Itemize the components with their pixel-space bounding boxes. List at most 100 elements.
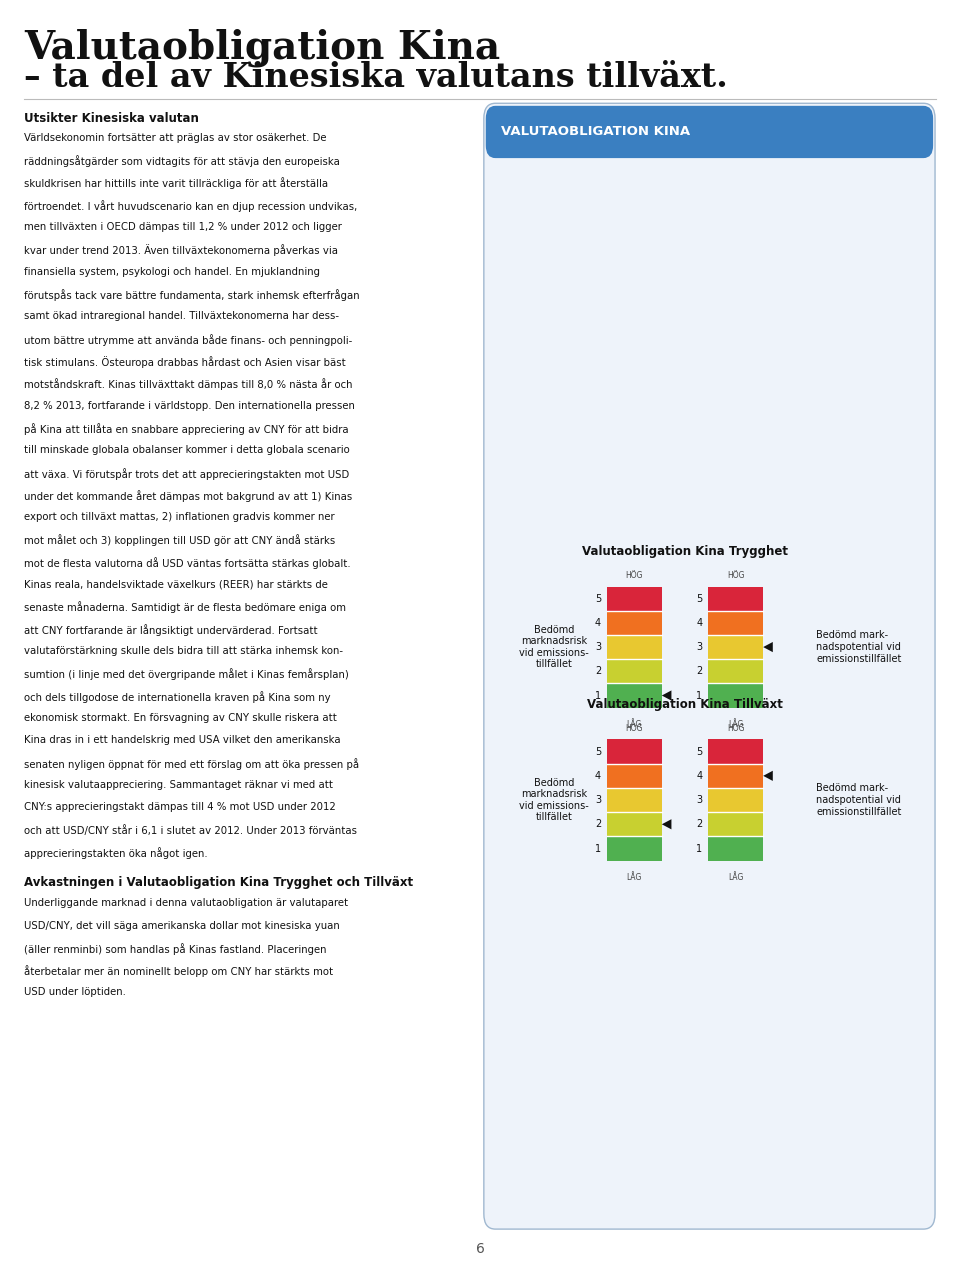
Text: på Kina att tillåta en snabbare appreciering av CNY för att bidra: på Kina att tillåta en snabbare apprecie… bbox=[24, 423, 348, 435]
Text: finansiella system, psykologi och handel. En mjuklandning: finansiella system, psykologi och handel… bbox=[24, 266, 320, 277]
Text: Kina Tillväxt 10 500 kronor: Kina Tillväxt 10 500 kronor bbox=[524, 352, 761, 362]
Text: som investeraren får ta del av vid beräkning av återbetalnings-: som investeraren får ta del av vid beräk… bbox=[494, 890, 803, 900]
Text: (äller renminbi) som handlas på Kinas fastland. Placeringen: (äller renminbi) som handlas på Kinas fa… bbox=[24, 944, 326, 955]
Text: under det kommande året dämpas mot bakgrund av att 1) Kinas: under det kommande året dämpas mot bakgr… bbox=[24, 490, 352, 502]
Text: Obligationens löptid: 5 mars 2012–5 mars 2014.: Obligationens löptid: 5 mars 2012–5 mars… bbox=[524, 459, 794, 469]
Text: senaste månaderna. Samtidigt är de flesta bedömare eniga om: senaste månaderna. Samtidigt är de flest… bbox=[24, 602, 346, 613]
Text: bedöma risken och avkastningspotentialen.: bedöma risken och avkastningspotentialen… bbox=[494, 1197, 692, 1206]
Text: Valutaobligation Kina: Valutaobligation Kina bbox=[24, 28, 500, 66]
Text: Kinas reala, handelsviktade växelkurs (REER) har stärkts de: Kinas reala, handelsviktade växelkurs (R… bbox=[24, 579, 328, 589]
Text: Valutaobligation Kina Trygghet: Valutaobligation Kina Trygghet bbox=[582, 546, 788, 558]
Text: HÖG: HÖG bbox=[626, 571, 643, 580]
Text: 1: 1 bbox=[696, 691, 703, 700]
Text: LÅG: LÅG bbox=[728, 720, 743, 729]
Text: 2: 2 bbox=[696, 820, 703, 829]
Text: – ta del av Kinesiska valutans tillväxt.: – ta del av Kinesiska valutans tillväxt. bbox=[24, 61, 728, 94]
Text: 3: 3 bbox=[696, 643, 703, 652]
Text: 8,2 % 2013, fortfarande i världstopp. Den internationella pressen: 8,2 % 2013, fortfarande i världstopp. De… bbox=[24, 400, 355, 411]
Text: valutaförstärkning skulle dels bidra till att stärka inhemsk kon-: valutaförstärkning skulle dels bidra til… bbox=[24, 646, 343, 657]
Text: 4: 4 bbox=[595, 771, 601, 780]
Text: 2: 2 bbox=[595, 820, 601, 829]
Text: skuldkrisen har hittills inte varit tillräckliga för att återställa: skuldkrisen har hittills inte varit till… bbox=[24, 177, 328, 190]
Text: apprecieringstakten öka något igen.: apprecieringstakten öka något igen. bbox=[24, 847, 207, 859]
Text: sumtion (i linje med det övergripande målet i Kinas femårsplan): sumtion (i linje med det övergripande må… bbox=[24, 668, 348, 681]
Text: 6: 6 bbox=[475, 1242, 485, 1256]
Text: 4: 4 bbox=[696, 771, 703, 780]
Text: •: • bbox=[498, 284, 505, 295]
Text: senaten nyligen öppnat för med ett förslag om att öka pressen på: senaten nyligen öppnat för med ett försl… bbox=[24, 757, 359, 770]
Text: Avkastningen är knuten till Kinesiska valutans tillväxt.: Avkastningen är knuten till Kinesiska va… bbox=[524, 284, 828, 295]
Text: och dels tillgodose de internationella kraven på Kina som ny: och dels tillgodose de internationella k… bbox=[24, 691, 330, 703]
Text: Världsekonomin fortsätter att präglas av stor osäkerhet. De: Världsekonomin fortsätter att präglas av… bbox=[24, 133, 326, 143]
Text: Bedömd
marknadsrisk
vid emissions-
tillfället: Bedömd marknadsrisk vid emissions- tillf… bbox=[519, 778, 589, 822]
Text: kvar under trend 2013. Även tillväxtekonomerna påverkas via: kvar under trend 2013. Även tillväxtekon… bbox=[24, 245, 338, 256]
Text: förtroendet. I vårt huvudscenario kan en djup recession undvikas,: förtroendet. I vårt huvudscenario kan en… bbox=[24, 200, 357, 212]
Text: 3: 3 bbox=[595, 796, 601, 805]
Text: •: • bbox=[498, 175, 505, 185]
Text: * Observera att en fallande kurva innebär att yuanen har stärkts mot dollarn.: * Observera att en fallande kurva innebä… bbox=[494, 1127, 846, 1136]
Text: Grafen visar utvecklingen de senaste fem åren för den kinesiska yuanen: Grafen visar utvecklingen de senaste fem… bbox=[494, 1155, 825, 1165]
Text: ingen garanti för framtida utveckling, men kan göra det enklare för dig att: ingen garanti för framtida utveckling, m… bbox=[494, 1183, 833, 1192]
Text: 1: 1 bbox=[595, 691, 601, 700]
Text: ekonomisk stormakt. En försvagning av CNY skulle riskera att: ekonomisk stormakt. En försvagning av CN… bbox=[24, 713, 337, 723]
Text: Återbetalning förutsätter att emittenten kan fullgöra sina: Återbetalning förutsätter att emittenten… bbox=[524, 218, 845, 231]
Text: Utsikter Kinesiska valutan: Utsikter Kinesiska valutan bbox=[24, 112, 199, 125]
Text: Bedömd
marknadsrisk
vid emissions-
tillfället: Bedömd marknadsrisk vid emissions- tillf… bbox=[519, 625, 589, 669]
Text: beloppet. För lägsta möjliga deltagandegrad läs rubriken Förbehåll.: beloppet. För lägsta möjliga deltagandeg… bbox=[494, 914, 821, 924]
Text: åtaganden på återbetalningsdagen.: åtaganden på återbetalningsdagen. bbox=[524, 242, 726, 255]
Text: kinesisk valutaappreciering. Sammantaget räknar vi med att: kinesisk valutaappreciering. Sammantaget… bbox=[24, 780, 333, 790]
Text: * Deltagandegraden anger hur stor del av tillgångarnas utveckling: * Deltagandegraden anger hur stor del av… bbox=[494, 866, 811, 876]
Text: 2: 2 bbox=[696, 667, 703, 676]
Text: att växa. Vi förutspår trots det att apprecieringstakten mot USD: att växa. Vi förutspår trots det att app… bbox=[24, 468, 349, 479]
Text: •: • bbox=[498, 328, 505, 338]
Text: 5: 5 bbox=[696, 594, 703, 603]
Text: utom bättre utrymme att använda både finans- och penningpoli-: utom bättre utrymme att använda både fin… bbox=[24, 334, 352, 346]
Text: återbetalar mer än nominellt belopp om CNY har stärkts mot: återbetalar mer än nominellt belopp om C… bbox=[24, 965, 333, 977]
Text: 2: 2 bbox=[595, 667, 601, 676]
Text: Pris per post: Kina Trygghet 10 000 kronor: Pris per post: Kina Trygghet 10 000 kron… bbox=[524, 328, 759, 338]
Text: export och tillväxt mattas, 2) inflationen gradvis kommer ner: export och tillväxt mattas, 2) inflation… bbox=[24, 513, 335, 523]
Legend: Kinesiska yuan: Kinesiska yuan bbox=[803, 955, 907, 972]
Text: USD under löptiden.: USD under löptiden. bbox=[24, 988, 126, 997]
Text: 5: 5 bbox=[595, 747, 601, 756]
Text: Avkastningen i Valutaobligation Kina Trygghet och Tillväxt: Avkastningen i Valutaobligation Kina Try… bbox=[24, 876, 413, 889]
Text: mot dollarn (antal yuan per dollar, USD/CNY). Historisk kursutveckling är: mot dollarn (antal yuan per dollar, USD/… bbox=[494, 1169, 824, 1178]
Text: samt ökad intraregional handel. Tillväxtekonomerna har dess-: samt ökad intraregional handel. Tillväxt… bbox=[24, 311, 339, 321]
Text: men tillväxten i OECD dämpas till 1,2 % under 2012 och ligger: men tillväxten i OECD dämpas till 1,2 % … bbox=[24, 222, 342, 232]
Text: Bedömd mark-
nadspotential vid
emissionstillfället: Bedömd mark- nadspotential vid emissions… bbox=[816, 783, 901, 817]
Text: mot målet och 3) kopplingen till USD gör att CNY ändå stärks: mot målet och 3) kopplingen till USD gör… bbox=[24, 534, 335, 547]
Text: 1: 1 bbox=[595, 844, 601, 853]
Text: Deltagandegrad: Kina Trygghet 150 %*.: Deltagandegrad: Kina Trygghet 150 %*. bbox=[524, 393, 747, 403]
Text: Underliggande marknad i denna valutaobligation är valutaparet: Underliggande marknad i denna valutaobli… bbox=[24, 899, 348, 908]
Text: 4: 4 bbox=[696, 618, 703, 627]
Text: 5: 5 bbox=[696, 747, 703, 756]
Text: LÅG: LÅG bbox=[627, 873, 642, 882]
Text: •: • bbox=[498, 218, 505, 228]
Text: LÅG: LÅG bbox=[627, 720, 642, 729]
Text: 4: 4 bbox=[595, 618, 601, 627]
Text: motståndskraft. Kinas tillväxttakt dämpas till 8,0 % nästa år och: motståndskraft. Kinas tillväxttakt dämpa… bbox=[24, 379, 352, 390]
Text: •: • bbox=[498, 459, 505, 469]
Text: 3: 3 bbox=[595, 643, 601, 652]
Text: förutspås tack vare bättre fundamenta, stark inhemsk efterfrågan: förutspås tack vare bättre fundamenta, s… bbox=[24, 289, 360, 301]
Text: HÖG: HÖG bbox=[626, 724, 643, 733]
Text: 1: 1 bbox=[696, 844, 703, 853]
Text: Valutaobligation Kina Tillväxt: Valutaobligation Kina Tillväxt bbox=[588, 699, 783, 711]
Text: Källa: Bloomberg: Källa: Bloomberg bbox=[494, 1141, 582, 1150]
Text: och att USD/CNY står i 6,1 i slutet av 2012. Under 2013 förväntas: och att USD/CNY står i 6,1 i slutet av 2… bbox=[24, 825, 357, 835]
Text: HÖG: HÖG bbox=[727, 571, 745, 580]
Text: USD/CNY, det vill säga amerikanska dollar mot kinesiska yuan: USD/CNY, det vill säga amerikanska dolla… bbox=[24, 921, 340, 931]
Text: mot de flesta valutorna då USD väntas fortsätta stärkas globalt.: mot de flesta valutorna då USD väntas fo… bbox=[24, 557, 350, 569]
Text: •: • bbox=[498, 393, 505, 403]
Text: 2-årig kapitalskyddad placering.: 2-årig kapitalskyddad placering. bbox=[524, 175, 705, 187]
Text: Bedömd mark-
nadspotential vid
emissionstillfället: Bedömd mark- nadspotential vid emissions… bbox=[816, 630, 901, 664]
Text: 5: 5 bbox=[595, 594, 601, 603]
Text: Kina dras in i ett handelskrig med USA vilket den amerikanska: Kina dras in i ett handelskrig med USA v… bbox=[24, 736, 341, 746]
Text: HÖG: HÖG bbox=[727, 724, 745, 733]
Text: VALUTAOBLIGATION KINA: VALUTAOBLIGATION KINA bbox=[501, 125, 690, 138]
Text: till minskade globala obalanser kommer i detta globala scenario: till minskade globala obalanser kommer i… bbox=[24, 445, 349, 455]
Text: Kina Tillväxt 300 %*.: Kina Tillväxt 300 %*. bbox=[524, 418, 728, 427]
Text: 3: 3 bbox=[696, 796, 703, 805]
Text: räddningsåtgärder som vidtagits för att stävja den europeiska: räddningsåtgärder som vidtagits för att … bbox=[24, 156, 340, 167]
Text: tisk stimulans. Östeuropa drabbas hårdast och Asien visar bäst: tisk stimulans. Östeuropa drabbas hårdas… bbox=[24, 356, 346, 368]
